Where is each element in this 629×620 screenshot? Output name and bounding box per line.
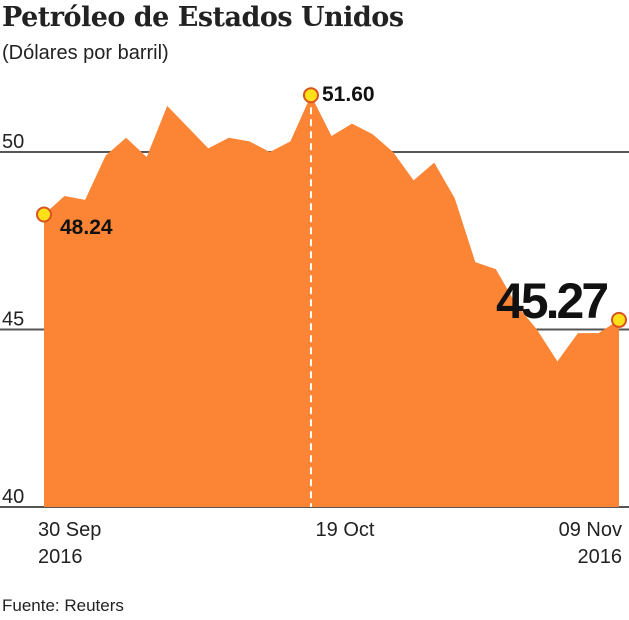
- x-label-date: 19 Oct: [316, 519, 375, 541]
- data-point-marker: [611, 311, 627, 328]
- source-note: Fuente: Reuters: [2, 596, 124, 615]
- annotation-end-value: 45.27: [496, 273, 607, 329]
- chart-subtitle: (Dólares por barril): [2, 42, 169, 64]
- x-label-date: 30 Sep: [38, 519, 101, 541]
- annotation-peak-value: 51.60: [322, 83, 375, 106]
- x-label-year: 2016: [578, 546, 623, 568]
- x-label-year: 2016: [38, 546, 83, 568]
- y-tick-label: 45: [2, 309, 24, 331]
- chart-title: Petróleo de Estados Unidos: [2, 2, 404, 33]
- y-tick-label: 50: [2, 131, 24, 153]
- x-label-date: 09 Nov: [559, 519, 622, 541]
- data-point-marker: [36, 206, 52, 223]
- data-point-marker: [302, 87, 319, 104]
- y-tick-label: 40: [2, 486, 24, 508]
- area-series: [44, 95, 619, 507]
- annotation-start-value: 48.24: [60, 216, 113, 239]
